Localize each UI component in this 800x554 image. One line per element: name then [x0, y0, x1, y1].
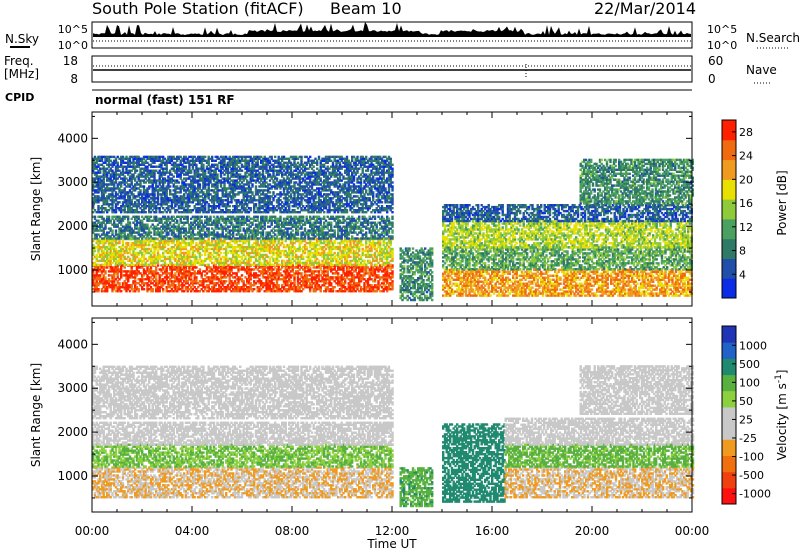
heatmap-cell — [152, 288, 154, 290]
heatmap-cell — [157, 264, 159, 266]
radar-summary-figure: South Pole Station (fitACF) Beam 10 22/M… — [0, 0, 800, 554]
beam-title: Beam 10 — [330, 0, 402, 18]
heatmap-cell — [104, 276, 106, 278]
nsearch-tick-bottom: 10^0 — [707, 39, 737, 52]
freq-panel — [92, 56, 692, 82]
date-title: 22/Mar/2014 — [594, 0, 696, 18]
station-title: South Pole Station (fitACF) — [92, 0, 304, 18]
nsky-tick-bottom: 10^0 — [58, 39, 88, 52]
nave-tick-bottom: 0 — [708, 72, 716, 86]
freq-tick-bottom: 8 — [70, 72, 78, 86]
cpid-label: CPID — [5, 91, 34, 104]
heatmap-cell — [195, 276, 197, 278]
heatmap-cell — [162, 288, 164, 290]
freq-tick-top: 18 — [63, 54, 78, 68]
heatmap-cell — [124, 266, 126, 268]
nsearch-tick-top: 10^5 — [707, 23, 737, 36]
nave-tick-top: 60 — [708, 54, 723, 68]
heatmap-cell — [118, 282, 120, 284]
heatmap-cell — [138, 288, 140, 290]
heatmap-cell — [243, 280, 245, 282]
heatmap-cell — [195, 266, 197, 268]
freq-label: Freq. — [4, 54, 34, 68]
heatmap-cell — [253, 288, 255, 290]
nsky-trace — [93, 22, 691, 37]
cpid-value: normal (fast) 151 RF — [95, 93, 235, 107]
heatmap-cell — [225, 280, 227, 282]
heatmap-cell — [143, 288, 145, 290]
heatmap-cell — [241, 274, 243, 276]
heatmap-cell — [120, 290, 122, 292]
power-heatmap — [92, 156, 694, 301]
heatmap-cell — [104, 270, 106, 272]
nsky-label: N.Sky — [5, 32, 39, 46]
nsearch-label: N.Search — [746, 31, 800, 45]
heatmap-cell — [199, 268, 201, 270]
freq-unit: [MHz] — [4, 67, 39, 81]
heatmap-cell — [97, 288, 99, 290]
nave-label: Nave — [746, 63, 777, 77]
nsky-tick-top: 10^5 — [58, 23, 88, 36]
